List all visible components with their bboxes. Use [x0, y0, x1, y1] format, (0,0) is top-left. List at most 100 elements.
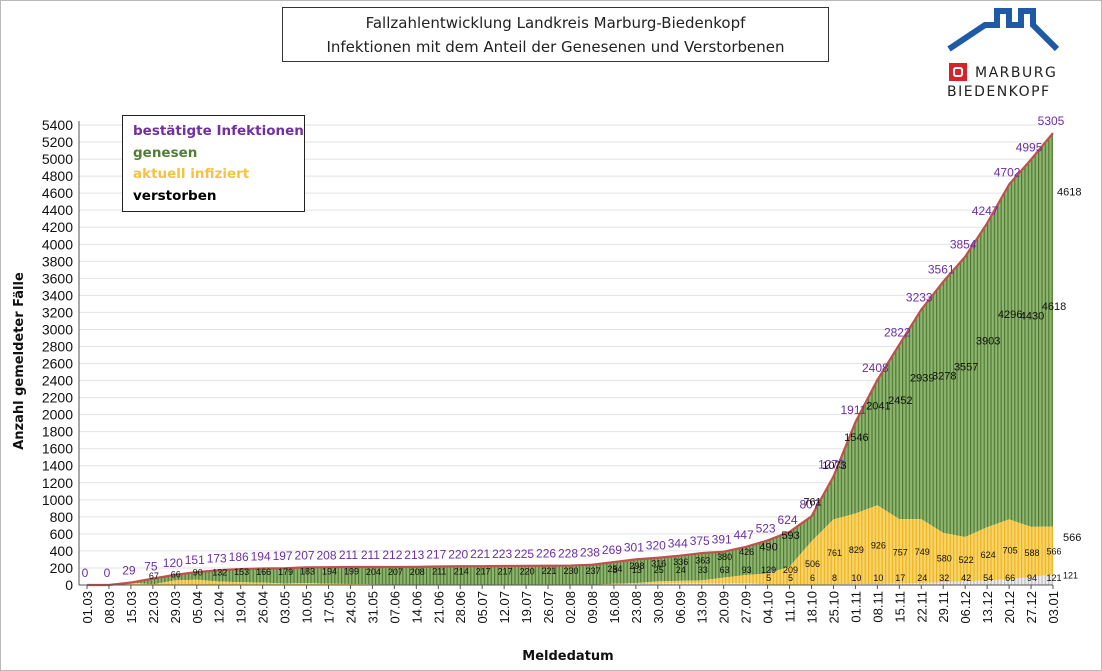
- legend-item-genesen: genesen: [133, 144, 198, 161]
- data-label-genesen: 1546: [844, 432, 868, 444]
- y-tick-label: 4200: [42, 219, 73, 235]
- data-label-total: 213: [404, 548, 424, 562]
- data-label-total: 212: [382, 548, 402, 562]
- y-tick-label: 3000: [42, 321, 73, 337]
- data-label-genesen: 761: [803, 497, 821, 509]
- data-label-aktuell: 588: [1025, 548, 1040, 558]
- y-tick-label: 3800: [42, 253, 73, 269]
- x-tick-label: 10.05: [300, 591, 315, 624]
- data-label-genesen: 90: [193, 568, 203, 578]
- data-label-aktuell: 705: [1003, 545, 1018, 555]
- x-tick-label: 29.11: [936, 591, 951, 623]
- data-label-genesen: 316: [651, 559, 666, 569]
- data-label-total: 2408: [862, 361, 889, 375]
- x-tick-label: 08.03: [102, 591, 117, 624]
- chart-title-box: Fallzahlentwicklung Landkreis Marburg-Bi…: [282, 7, 829, 62]
- y-tick-label: 4600: [42, 185, 73, 201]
- x-tick-label: 13.09: [695, 591, 710, 624]
- x-tick-label: 26.07: [541, 591, 556, 624]
- data-label-aktuell: 926: [871, 541, 886, 551]
- y-tick-label: 1000: [42, 492, 73, 508]
- data-label-verstorben: 66: [1005, 573, 1015, 583]
- data-label-aktuell: 129: [761, 565, 776, 575]
- x-tick-label: 17.05: [322, 591, 337, 624]
- total-line: [87, 132, 1054, 587]
- data-label-total: 523: [756, 521, 776, 535]
- data-label-genesen: 66: [171, 569, 181, 579]
- data-label-genesen: 166: [256, 567, 271, 577]
- x-tick-label: 01.03: [80, 591, 95, 624]
- data-label-total: 375: [690, 534, 710, 548]
- data-label-verstorben: 42: [961, 573, 971, 583]
- x-tick-label: 22.03: [146, 591, 161, 624]
- data-label-verstorben: 17: [895, 573, 905, 583]
- x-tick-label: 09.08: [585, 591, 600, 624]
- data-label-aktuell: 13: [632, 565, 642, 575]
- y-tick-label: 3600: [42, 270, 73, 286]
- red-square-icon: [949, 63, 967, 81]
- data-label-aktuell: 757: [893, 547, 908, 557]
- x-tick-label: 08.11: [870, 591, 885, 623]
- data-label-genesen: 490: [759, 542, 777, 554]
- data-label-genesen: 221: [542, 566, 557, 576]
- data-label-total: 4702: [994, 165, 1021, 179]
- axes: 0200400600800100012001400160018002000220…: [42, 117, 1061, 624]
- data-label-genesen: 593: [781, 530, 799, 542]
- x-tick-label: 04.10: [761, 591, 776, 624]
- data-label-genesen: 2041: [866, 401, 890, 413]
- data-label-genesen: 217: [498, 566, 513, 576]
- data-label-total: 207: [295, 548, 315, 562]
- data-label-total: 29: [122, 564, 136, 578]
- data-label-aktuell: 624: [981, 550, 996, 560]
- x-tick-label: 12.07: [497, 591, 512, 624]
- x-tick-label: 06.12: [958, 591, 973, 624]
- x-tick-label: 15.11: [892, 591, 907, 623]
- data-label-total: 220: [448, 547, 468, 561]
- y-tick-label: 3200: [42, 304, 73, 320]
- y-tick-label: 2200: [42, 390, 73, 406]
- x-tick-label: 12.04: [212, 591, 227, 624]
- data-label-aktuell: 209: [783, 565, 798, 575]
- x-tick-label: 03.01: [1046, 591, 1061, 624]
- x-tick-label: 21.06: [431, 591, 446, 624]
- y-tick-label: 4400: [42, 202, 73, 218]
- data-label-genesen: 230: [563, 566, 578, 576]
- data-label-total: 320: [646, 539, 666, 553]
- y-tick-label: 4800: [42, 168, 73, 184]
- data-label-genesen: 153: [234, 567, 249, 577]
- legend: bestätigte Infektionen genesen aktuell i…: [122, 115, 305, 212]
- data-label-total: 197: [273, 549, 293, 563]
- data-label-genesen: 208: [410, 567, 425, 577]
- data-label-genesen: 204: [366, 567, 381, 577]
- x-tick-label: 22.11: [914, 591, 929, 623]
- data-label-genesen: 4618: [1042, 301, 1066, 313]
- data-label-total: 0: [104, 566, 111, 580]
- legend-item-verstorben: verstorben: [133, 187, 217, 204]
- data-label-aktuell: 522: [959, 555, 974, 565]
- data-label-total: 75: [144, 560, 158, 574]
- data-label-genesen: 4430: [1020, 310, 1044, 322]
- x-tick-label: 14.06: [409, 591, 424, 624]
- data-label-genesen: 199: [344, 567, 359, 577]
- data-label-aktuell: 829: [849, 545, 864, 555]
- x-tick-label: 27.12: [1024, 591, 1039, 624]
- data-label-total: 4995: [1016, 141, 1043, 155]
- data-label-total: 194: [251, 549, 271, 563]
- x-tick-label: 02.08: [563, 591, 578, 624]
- x-tick-label: 30.08: [651, 591, 666, 624]
- x-tick-label: 07.06: [387, 591, 402, 624]
- x-tick-label: 19.07: [519, 591, 534, 624]
- data-label-total: 120: [163, 556, 183, 570]
- y-tick-label: 400: [50, 543, 74, 559]
- skyline-logo-icon: [947, 8, 1060, 52]
- x-tick-label: 11.10: [783, 591, 798, 623]
- x-tick-label: 16.08: [607, 591, 622, 624]
- data-label-verstorben: 5: [788, 573, 793, 583]
- data-label-total: 238: [580, 546, 600, 560]
- data-label-genesen: 380: [717, 552, 732, 562]
- data-label-total: 3854: [950, 238, 977, 252]
- data-label-aktuell: 761: [827, 548, 842, 558]
- data-label-verstorben: 94: [1027, 573, 1037, 583]
- y-tick-label: 5200: [42, 134, 73, 150]
- data-label-genesen: 4296: [998, 309, 1022, 321]
